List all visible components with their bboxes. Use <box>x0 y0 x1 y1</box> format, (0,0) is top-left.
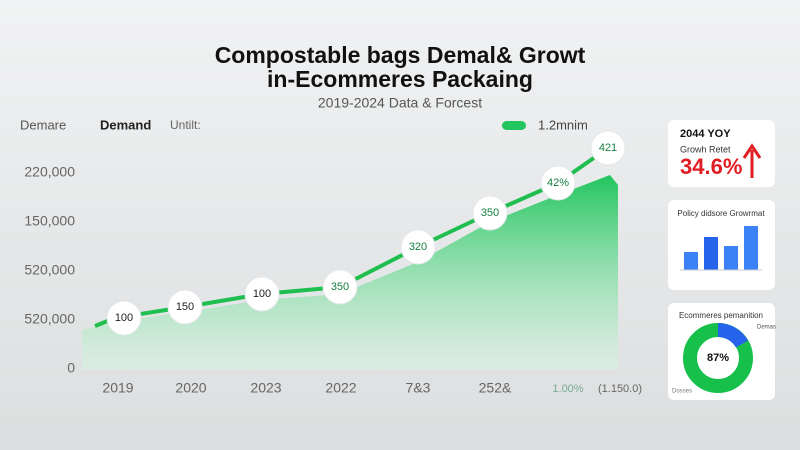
point-label: 100 <box>115 312 133 324</box>
mini-bars <box>684 226 758 270</box>
y-axis-label: 0 <box>67 360 75 376</box>
card <box>668 120 775 187</box>
legend-left: Demare <box>20 117 66 132</box>
y-axis-label: 220,000 <box>24 164 75 180</box>
area <box>82 175 618 370</box>
legend-right: 1.2mnim <box>538 117 588 132</box>
x-axis-label: 2023 <box>250 380 281 396</box>
point-label: 320 <box>409 241 427 253</box>
x-axis-label: 252& <box>479 380 512 396</box>
point-bubble <box>106 300 142 336</box>
x-axis-label: 2022 <box>325 380 356 396</box>
card-value: 34.6% <box>680 154 742 179</box>
point-bubble <box>590 130 626 166</box>
card-title: 2044 YOY <box>680 128 731 140</box>
card-title: Ecommeres pemanition <box>679 311 763 320</box>
x-axis-label: 2019 <box>102 380 133 396</box>
donut-legend: Demas <box>757 325 776 331</box>
x-axis-label: 7&3 <box>406 380 431 396</box>
chart-layer: 220,000 150,000 520,000 520,000 0 2019 2020 202… <box>24 130 642 396</box>
point-label: 350 <box>481 207 499 219</box>
arrow-icon <box>742 143 762 178</box>
point-bubble <box>540 165 576 201</box>
point-bubble <box>472 195 508 231</box>
title-line: Compostable bags Demal& Growt <box>215 42 586 68</box>
y-axis-label: 150,000 <box>24 213 75 229</box>
legend-swatch <box>502 121 526 130</box>
subtitle: 2019-2024 Data & Forcest <box>318 95 482 111</box>
point-bubble <box>244 276 280 312</box>
card-subtitle: Growh Retet <box>680 144 731 154</box>
title-line: in-Ecommeres Packaing <box>267 66 533 92</box>
point-label: 350 <box>331 281 349 293</box>
x-axis-label: 2020 <box>175 380 206 396</box>
x-axis-label: 1.00% <box>552 383 583 395</box>
point-bubble <box>322 269 358 305</box>
point-label: 150 <box>176 301 194 313</box>
legend-unit: Untilt: <box>170 118 201 132</box>
point-label: 421 <box>599 142 617 154</box>
point-bubble <box>400 229 436 265</box>
donut-value: 87% <box>707 352 729 364</box>
legend-series: Demand <box>100 117 151 132</box>
point-label: 42% <box>547 177 569 189</box>
card-title: Policy didsore Growrmat <box>677 209 765 218</box>
donut-segment <box>717 323 749 348</box>
card-footer: Dosses <box>672 389 692 395</box>
y-axis-label: 520,000 <box>24 262 75 278</box>
x-axis-label: (1.150.0) <box>598 383 642 395</box>
y-axis-label: 520,000 <box>24 311 75 327</box>
point-label: 100 <box>253 288 271 300</box>
point-bubble <box>167 289 203 325</box>
